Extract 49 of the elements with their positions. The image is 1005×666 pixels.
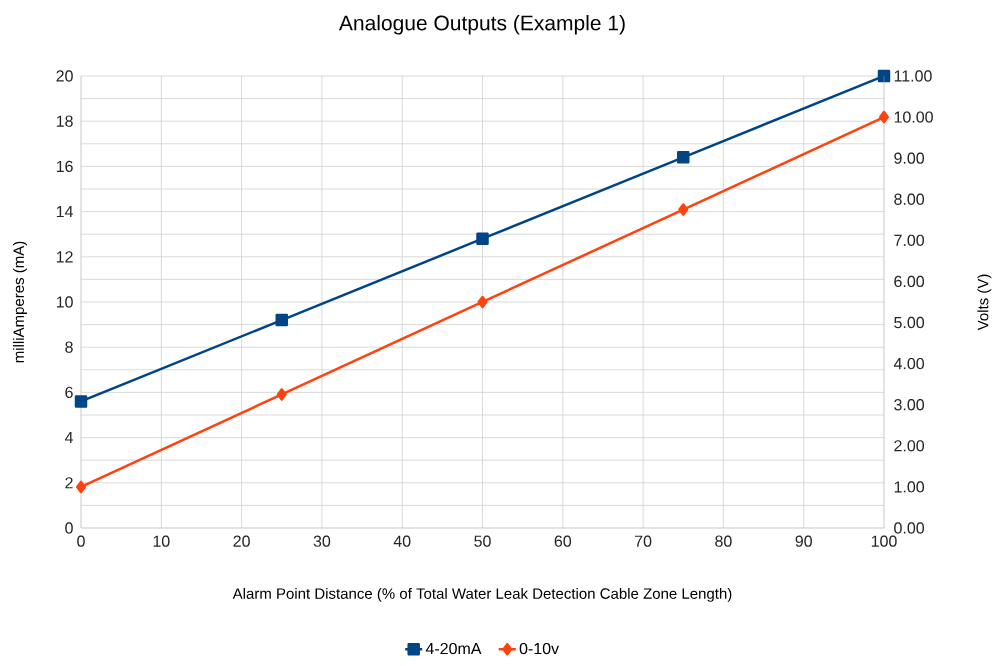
x-tick-label: 90 (795, 535, 812, 547)
x-tick-label: 40 (393, 535, 411, 547)
y2-tick-label: 3.00 (894, 399, 925, 411)
point (476, 232, 489, 245)
point (879, 110, 889, 124)
x-tick-label: 20 (233, 535, 250, 547)
point (74, 395, 88, 408)
x-tick-label: 100 (871, 535, 897, 547)
point (275, 313, 289, 327)
y-tick-label: 14 (56, 206, 73, 218)
y-tick-label: 6 (65, 386, 73, 399)
y2-tick-label: 8.00 (894, 193, 925, 205)
y-tick-label: 18 (56, 115, 73, 127)
x-tick-label: 60 (554, 535, 572, 547)
x-tick-label: 10 (153, 535, 170, 547)
y2-tick-label: 0.00 (894, 522, 925, 534)
y2-tick-label: 6.00 (894, 275, 925, 288)
y2-tick-label: 11.00 (894, 70, 932, 82)
y-tick-label: 0 (65, 522, 73, 534)
point (477, 295, 488, 309)
point (677, 151, 690, 164)
y2-tick-label: 5.00 (894, 316, 925, 329)
x-tick-label: 50 (474, 535, 491, 547)
legend-label: 0-10v (519, 642, 560, 655)
x-tick-label: 30 (313, 535, 331, 547)
y-tick-label: 16 (56, 160, 73, 173)
point (276, 388, 287, 401)
legend-label: 4-20mA (425, 642, 482, 655)
y-tick-label: 20 (56, 70, 73, 82)
y2-tick-label: 9.00 (894, 152, 925, 164)
y2-axis-title: Volts (V) (977, 274, 992, 331)
y2-tick-label: 2.00 (894, 440, 925, 452)
x-tick-label: 80 (715, 535, 732, 547)
point (76, 480, 87, 494)
y-tick-label: 12 (56, 251, 73, 263)
y-tick-label: 10 (56, 296, 73, 308)
y-axis-title: milliAmperes (mA) (12, 241, 27, 363)
y2-tick-label: 4.00 (893, 357, 925, 370)
x-axis-title: Alarm Point Distance (% of Total Water Leak Detection Cable Zone Length) (232, 587, 732, 602)
y2-tick-label: 10.00 (894, 111, 933, 123)
chart-title: Analogue Outputs (Example 1) (338, 15, 625, 35)
y2-tick-label: 7.00 (894, 234, 925, 247)
x-tick-label: 0 (77, 535, 85, 547)
y2-tick-label: 1.00 (894, 481, 925, 493)
x-tick-label: 70 (635, 535, 652, 547)
y-tick-label: 8 (65, 341, 73, 353)
point (678, 203, 689, 216)
y-tick-label: 4 (64, 432, 73, 444)
y-tick-label: 2 (65, 477, 73, 489)
